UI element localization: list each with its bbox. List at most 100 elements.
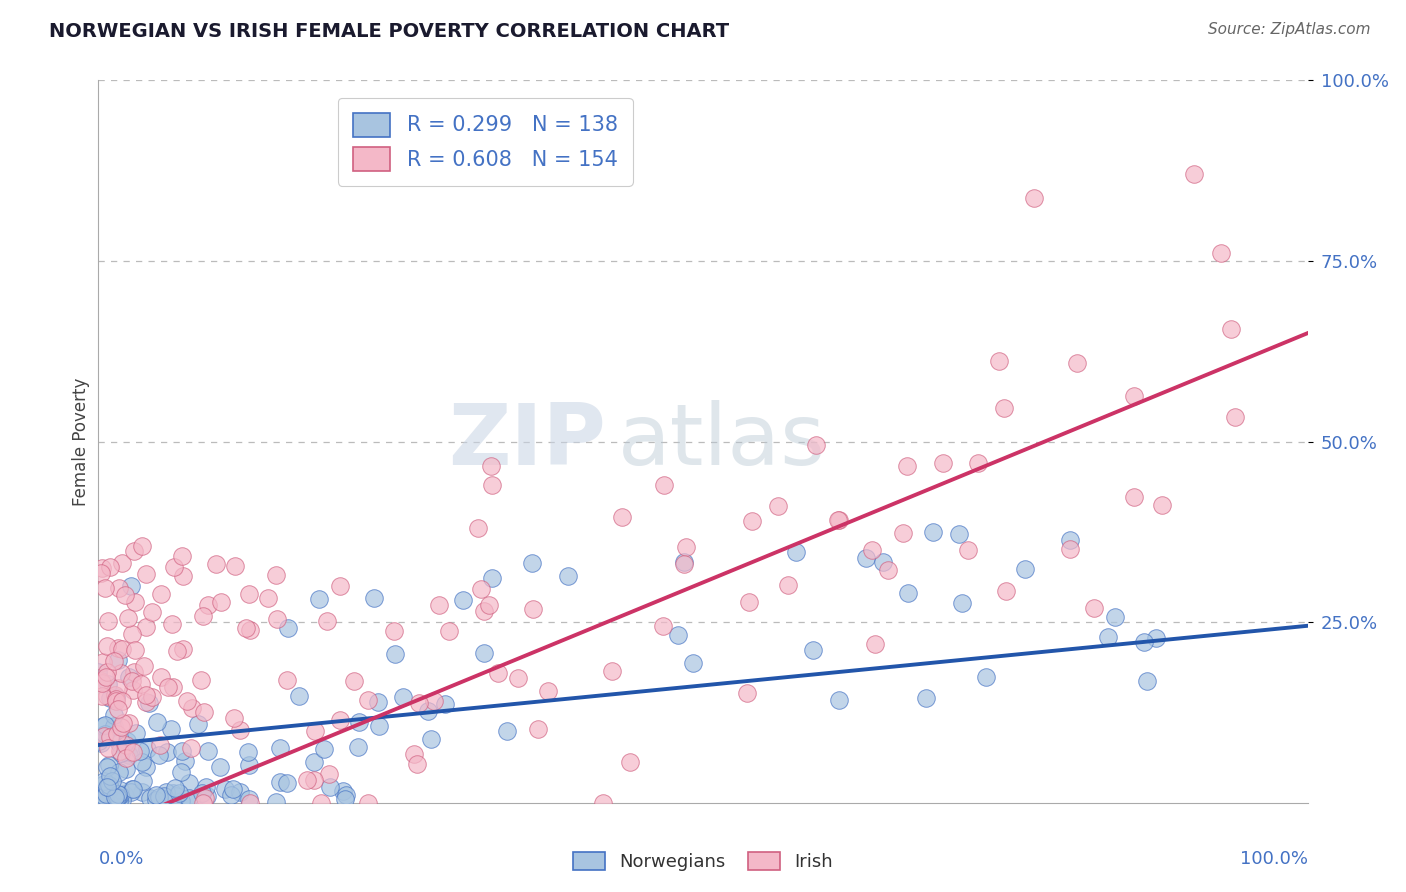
Point: [420, 731, 443, 746]
Point: [122, 544, 145, 558]
Point: [257, 591, 280, 605]
Point: [172, 569, 194, 583]
Point: [931, 456, 953, 470]
Point: [105, 789, 128, 804]
Point: [437, 624, 460, 639]
Point: [1144, 631, 1167, 645]
Point: [87, 665, 110, 680]
Point: [891, 525, 914, 540]
Point: [738, 595, 761, 609]
Point: [276, 673, 298, 687]
Point: [108, 783, 131, 797]
Point: [224, 558, 246, 573]
Point: [120, 579, 142, 593]
Point: [269, 775, 291, 789]
Point: [163, 559, 186, 574]
Point: [522, 602, 544, 616]
Point: [357, 796, 380, 810]
Point: [194, 780, 217, 794]
Point: [157, 680, 180, 694]
Point: [329, 579, 352, 593]
Point: [115, 734, 138, 748]
Point: [264, 796, 287, 810]
Point: [766, 499, 789, 513]
Point: [181, 701, 204, 715]
Point: [112, 787, 135, 801]
Text: Source: ZipAtlas.com: Source: ZipAtlas.com: [1208, 22, 1371, 37]
Point: [682, 657, 704, 671]
Point: [266, 567, 288, 582]
Point: [108, 744, 131, 758]
Point: [804, 438, 827, 452]
Point: [363, 591, 385, 605]
Point: [108, 788, 131, 802]
Point: [915, 691, 938, 706]
Point: [122, 745, 145, 759]
Point: [170, 765, 193, 780]
Point: [235, 621, 257, 635]
Point: [1123, 490, 1146, 504]
Point: [105, 694, 128, 708]
Point: [96, 665, 118, 679]
Text: ZIP: ZIP: [449, 400, 606, 483]
Point: [1059, 533, 1081, 548]
Point: [967, 456, 990, 470]
Point: [1014, 562, 1036, 576]
Point: [141, 690, 163, 705]
Point: [107, 794, 129, 808]
Point: [145, 793, 167, 807]
Text: NORWEGIAN VS IRISH FEMALE POVERTY CORRELATION CHART: NORWEGIAN VS IRISH FEMALE POVERTY CORREL…: [49, 22, 730, 41]
Point: [180, 741, 202, 756]
Point: [114, 588, 136, 602]
Point: [96, 689, 118, 703]
Point: [98, 691, 121, 706]
Point: [93, 718, 115, 732]
Point: [138, 696, 160, 710]
Point: [652, 619, 675, 633]
Point: [277, 621, 299, 635]
Point: [208, 760, 231, 774]
Point: [129, 744, 152, 758]
Point: [335, 788, 357, 802]
Point: [194, 790, 217, 805]
Point: [238, 758, 260, 772]
Point: [103, 719, 125, 733]
Point: [1097, 630, 1119, 644]
Point: [111, 694, 134, 708]
Point: [96, 639, 118, 653]
Point: [1059, 541, 1081, 556]
Point: [96, 780, 118, 794]
Point: [304, 755, 326, 769]
Point: [1209, 245, 1232, 260]
Point: [107, 681, 129, 695]
Point: [149, 587, 172, 601]
Point: [165, 789, 187, 803]
Point: [382, 624, 405, 638]
Point: [219, 788, 242, 802]
Point: [675, 541, 697, 555]
Point: [239, 623, 262, 637]
Point: [148, 789, 170, 804]
Point: [314, 742, 336, 756]
Point: [193, 706, 215, 720]
Point: [97, 740, 120, 755]
Point: [124, 643, 146, 657]
Point: [94, 787, 117, 801]
Point: [222, 781, 245, 796]
Point: [957, 543, 980, 558]
Point: [197, 598, 219, 612]
Point: [87, 788, 110, 802]
Point: [508, 671, 530, 685]
Point: [166, 643, 188, 657]
Point: [131, 755, 153, 769]
Point: [131, 539, 153, 553]
Point: [610, 510, 633, 524]
Point: [1223, 409, 1246, 424]
Point: [177, 775, 200, 789]
Point: [90, 566, 112, 581]
Point: [97, 614, 120, 628]
Point: [333, 791, 356, 805]
Point: [266, 612, 288, 626]
Point: [976, 670, 998, 684]
Point: [477, 598, 499, 612]
